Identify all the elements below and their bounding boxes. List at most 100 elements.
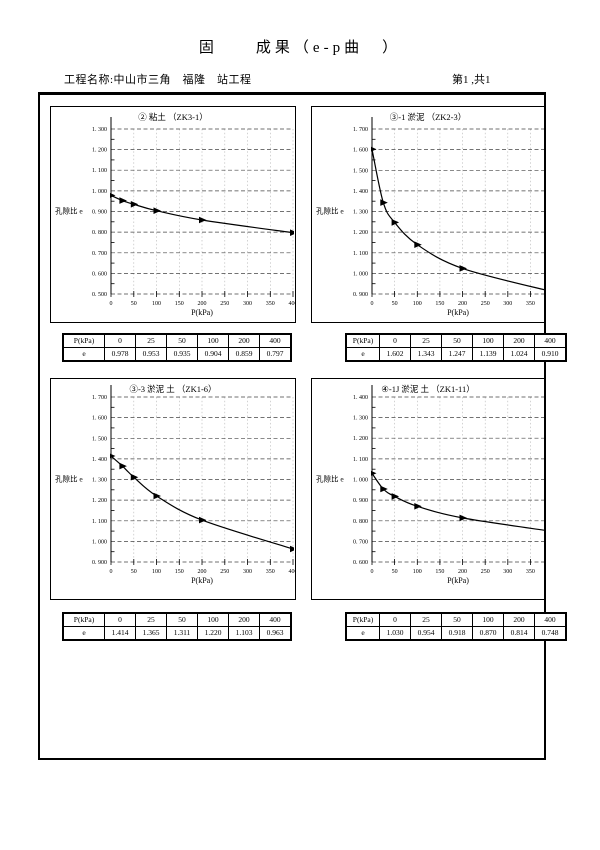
e-value-cell: 1.220 — [197, 626, 229, 641]
x-tick-label: 250 — [481, 569, 490, 575]
table-row: P(kPa) 0 25 50 100 200 400 — [62, 333, 292, 348]
y-tick-label: 1. 300 — [92, 478, 107, 484]
data-table-1: P(kPa) 0 25 50 100 200 400 e 0.978 0.953 0.935 0.90… — [62, 333, 292, 362]
data-table-4: P(kPa) 0 25 50 100 200 400 e 1.030 0.954 0.918 0.87… — [345, 612, 567, 641]
y-tick-label: 1. 400 — [92, 457, 107, 463]
e-value-cell: 1.602 — [379, 347, 411, 362]
y-tick-label: 0. 900 — [353, 292, 368, 298]
pressure-cell: 0 — [379, 333, 411, 348]
y-tick-label: 0. 600 — [92, 271, 107, 277]
ep-chart-svg: ④-1J 淤泥 土 （ZK1-11） 孔隙比 e 0. 600 0. 700 0. 80… — [316, 384, 544, 585]
data-point-marker — [391, 493, 400, 500]
x-tick-label: 50 — [392, 301, 398, 307]
pressure-cell: 0 — [104, 612, 136, 627]
x-tick-label: 350 — [526, 569, 535, 575]
pressure-void-table: P(kPa) 0 25 50 100 200 400 e 1.414 1.365 1.311 1.22… — [62, 612, 292, 641]
x-tick-label: 150 — [435, 569, 444, 575]
x-tick-label: 150 — [175, 301, 184, 307]
y-tick-label: 1. 100 — [92, 168, 107, 174]
data-point-marker — [380, 485, 388, 493]
data-point-marker — [371, 146, 377, 152]
data-point-marker — [290, 229, 294, 236]
data-table-2: P(kPa) 0 25 50 100 200 400 e 1.602 1.343 1.247 1.13… — [345, 333, 567, 362]
x-axis-label: P(kPa) — [447, 308, 469, 317]
table-row: e 0.978 0.953 0.935 0.904 0.859 0.797 — [62, 347, 292, 362]
pressure-void-table: P(kPa) 0 25 50 100 200 400 e 1.602 1.343 1.247 1.13… — [345, 333, 567, 362]
y-tick-label: 0. 900 — [353, 498, 368, 504]
data-point-marker — [371, 470, 377, 476]
pressure-cell: 25 — [135, 612, 167, 627]
pressure-void-table: P(kPa) 0 25 50 100 200 400 e 0.978 0.953 0.935 0.90… — [62, 333, 292, 362]
e-value-cell: 1.103 — [228, 626, 260, 641]
y-tick-label: 1. 100 — [92, 519, 107, 525]
pressure-cell: 0 — [379, 612, 411, 627]
y-tick-label: 1. 700 — [92, 395, 107, 401]
x-axis-label: P(kPa) — [191, 308, 213, 317]
x-tick-label: 200 — [458, 301, 467, 307]
e-value-cell: 1.414 — [104, 626, 136, 641]
y-tick-label: 1. 500 — [353, 168, 368, 174]
data-point-marker — [110, 192, 116, 198]
x-tick-label: 250 — [220, 569, 229, 575]
data-point-marker — [119, 197, 127, 204]
x-tick-label: 250 — [481, 301, 490, 307]
ep-chart-svg: ② 粘土 （ZK3-1） 孔隙比 e 0. 500 0. 600 0. 700 0. 80… — [55, 112, 296, 317]
curve-group — [110, 192, 294, 236]
data-point-marker — [414, 503, 422, 510]
data-table-3: P(kPa) 0 25 50 100 200 400 e 1.414 1.365 1.311 1.22… — [62, 612, 292, 641]
table-row: P(kPa) 0 25 50 100 200 400 — [62, 612, 292, 627]
curve-group — [371, 146, 544, 291]
pressure-cell: 100 — [472, 333, 504, 348]
e-value-cell: 1.247 — [441, 347, 473, 362]
x-tick-label: 100 — [413, 301, 422, 307]
table-row: e 1.602 1.343 1.247 1.139 1.024 0.910 — [345, 347, 567, 362]
pressure-cell: 25 — [410, 612, 442, 627]
chart-title: ② 粘土 （ZK3-1） — [138, 112, 207, 122]
y-tick-label: 1. 700 — [353, 127, 368, 133]
chart-panel-1: ② 粘土 （ZK3-1） 孔隙比 e 0. 500 0. 600 0. 700 0. 80… — [50, 106, 296, 323]
data-point-marker — [199, 516, 207, 524]
e-value-cell: 0.870 — [472, 626, 504, 641]
data-point-marker — [153, 207, 161, 214]
x-tick-label: 400 — [289, 301, 296, 307]
y-tick-label: 0. 800 — [92, 230, 107, 236]
e-value-cell: 1.139 — [472, 347, 504, 362]
data-point-marker — [391, 219, 400, 226]
x-axis-label: P(kPa) — [447, 576, 469, 585]
y-tick-label: 1. 000 — [353, 478, 368, 484]
x-tick-label: 150 — [175, 569, 184, 575]
pressure-cell: 50 — [441, 333, 473, 348]
x-tick-label: 300 — [243, 301, 252, 307]
x-tick-label: 150 — [435, 301, 444, 307]
pressure-cell: 100 — [472, 612, 504, 627]
e-value-cell: 0.978 — [104, 347, 136, 362]
x-tick-label: 200 — [198, 569, 207, 575]
e-value-cell: 1.311 — [166, 626, 198, 641]
pressure-cell: 200 — [228, 612, 260, 627]
y-tick-label: 0. 700 — [92, 251, 107, 257]
chart-panel-2: ③-1 淤泥 （ZK2-3） 孔隙比 e 0. 900 1. 000 1. 100 1. … — [311, 106, 545, 323]
table-header-cell: P(kPa) — [62, 612, 105, 627]
curve-group — [371, 470, 544, 531]
pressure-cell: 0 — [104, 333, 136, 348]
y-axis-label: 孔隙比 e — [316, 474, 344, 484]
x-tick-label: 100 — [152, 301, 161, 307]
y-tick-label: 0. 900 — [92, 560, 107, 566]
data-point-marker — [130, 201, 139, 208]
y-axis-label: 孔隙比 e — [316, 206, 344, 216]
table-row: e 1.030 0.954 0.918 0.870 0.814 0.748 — [345, 626, 567, 641]
y-tick-label: 1. 500 — [92, 436, 107, 442]
table-header-cell: P(kPa) — [345, 612, 380, 627]
e-value-cell: 0.748 — [534, 626, 567, 641]
pressure-cell: 100 — [197, 333, 229, 348]
x-tick-label: 0 — [110, 301, 113, 307]
pressure-cell: 400 — [259, 333, 292, 348]
row-label-cell: e — [345, 347, 380, 362]
pressure-cell: 50 — [166, 333, 198, 348]
x-tick-label: 250 — [220, 301, 229, 307]
y-tick-label: 1. 600 — [353, 148, 368, 154]
data-point-marker — [199, 216, 207, 224]
e-value-cell: 0.963 — [259, 626, 292, 641]
y-tick-label: 0. 700 — [353, 539, 368, 545]
y-tick-label: 1. 200 — [92, 148, 107, 154]
